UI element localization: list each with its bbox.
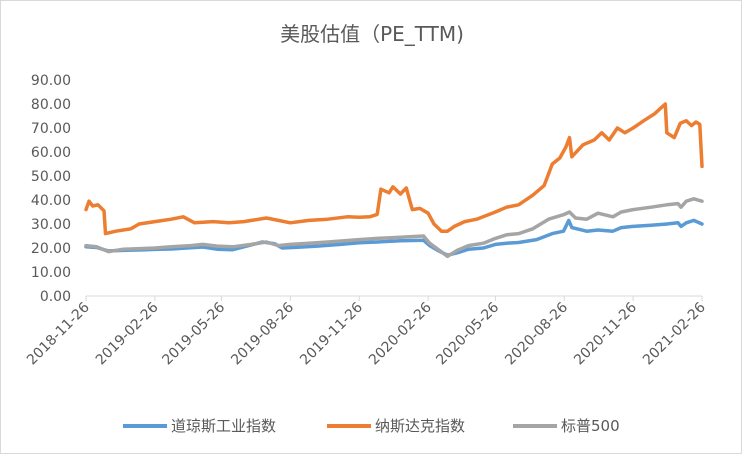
legend-item-nasdaq: 纳斯达克指数 [327, 417, 465, 435]
series-line-2 [84, 197, 704, 259]
y-tick-label: 20.00 [31, 241, 71, 257]
legend: 道琼斯工业指数 纳斯达克指数 标普500 [123, 417, 620, 435]
legend-label-sp500: 标普500 [561, 417, 620, 435]
y-tick-label: 80.00 [31, 97, 71, 113]
plot-area [84, 102, 704, 259]
y-tick-label: 10.00 [31, 265, 71, 281]
legend-item-dow: 道琼斯工业指数 [123, 417, 276, 435]
y-tick-label: 90.00 [31, 73, 71, 89]
chart-title: 美股估值（PE_TTM) [280, 22, 464, 46]
legend-item-sp500: 标普500 [513, 417, 620, 435]
legend-label-nasdaq: 纳斯达克指数 [375, 417, 465, 435]
x-tick-label: 2020-02-26 [366, 299, 435, 368]
y-tick-label: 70.00 [31, 121, 71, 137]
x-tick-label: 2019-05-26 [159, 299, 228, 368]
y-axis: 0.00 10.00 20.00 30.00 40.00 50.00 60.00 70.00 8… [31, 73, 71, 305]
y-tick-label: 0.00 [40, 289, 71, 305]
x-tick-label: 2019-11-26 [297, 299, 366, 368]
y-tick-label: 60.00 [31, 145, 71, 161]
x-tick-label: 2019-02-26 [93, 299, 162, 368]
x-tick-label: 2020-11-26 [571, 299, 640, 368]
x-tick-label: 2020-05-26 [433, 299, 502, 368]
x-tick-label: 2020-08-26 [502, 299, 571, 368]
series-line-1 [84, 102, 704, 236]
y-tick-label: 50.00 [31, 169, 71, 185]
x-tick-label: 2021-02-26 [640, 299, 709, 368]
x-tick-label: 2018-11-26 [24, 299, 93, 368]
x-tick-label: 2019-08-26 [228, 299, 297, 368]
y-tick-label: 30.00 [31, 217, 71, 233]
legend-label-dow: 道琼斯工业指数 [171, 417, 276, 435]
y-tick-label: 40.00 [31, 193, 71, 209]
